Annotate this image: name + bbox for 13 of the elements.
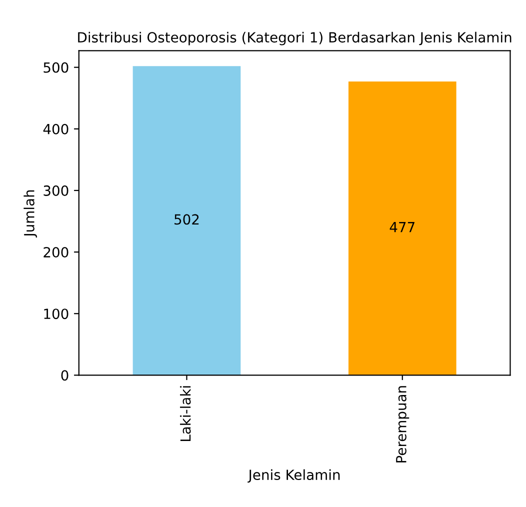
- x-tick-label: Perempuan: [396, 386, 410, 462]
- y-tick-label: 0: [61, 370, 68, 381]
- y-tick-label: 100: [44, 308, 68, 320]
- chart-title: Distribusi Osteoporosis (Kategori 1) Berdasarkan Jenis Kelamin: [78, 32, 512, 46]
- y-axis-title: Jumlah: [24, 190, 38, 238]
- data-label: 502: [174, 214, 199, 225]
- y-tick-label: 200: [44, 247, 68, 258]
- y-tick-label: 500: [44, 62, 68, 73]
- y-tick-label: 400: [43, 124, 68, 134]
- x-axis-title: Jenis Kelamin: [248, 469, 340, 483]
- data-label: 477: [390, 222, 414, 232]
- y-tick-label: 300: [44, 185, 68, 196]
- x-tick-label: Laki-laki: [180, 386, 191, 441]
